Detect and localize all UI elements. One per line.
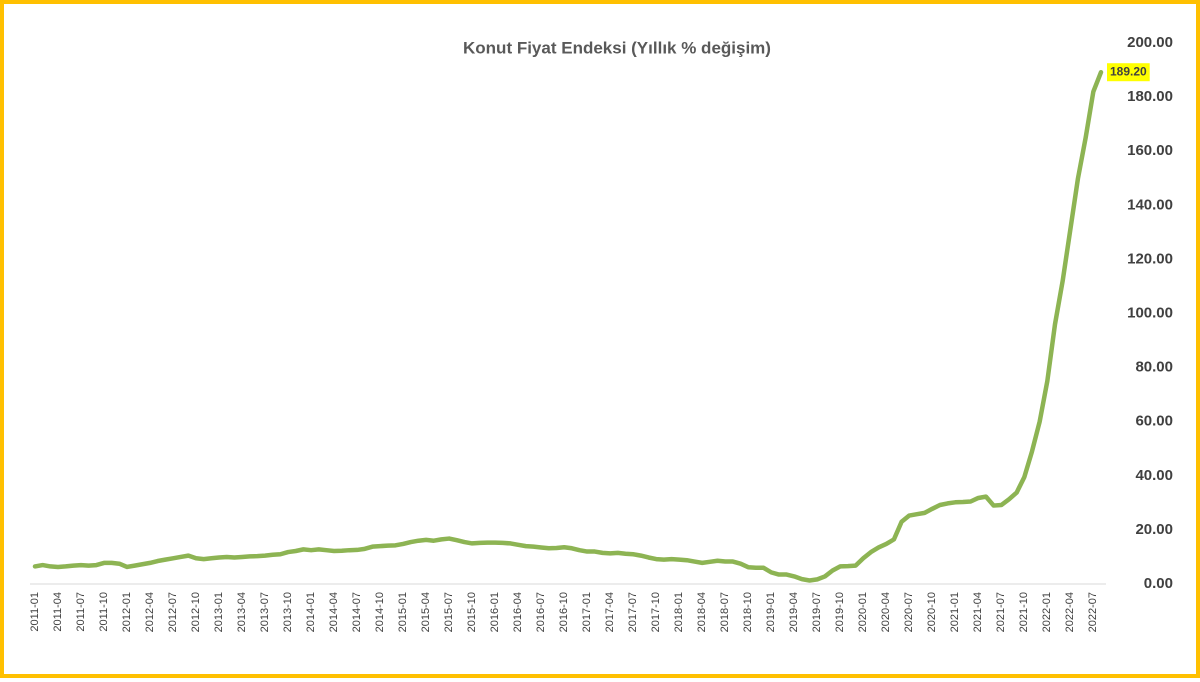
x-tick-label: 2020-01: [857, 592, 869, 632]
x-tick-label: 2016-04: [512, 592, 524, 632]
x-tick-label: 2015-04: [420, 592, 432, 632]
x-tick-label: 2019-01: [765, 592, 777, 632]
x-tick-label: 2012-10: [190, 592, 202, 632]
x-tick-label: 2018-01: [673, 592, 685, 632]
x-tick-label: 2014-07: [351, 592, 363, 632]
x-tick-label: 2021-07: [995, 592, 1007, 632]
x-tick-label: 2017-04: [604, 592, 616, 632]
y-tick-label: 140.00: [1127, 196, 1173, 213]
x-tick-label: 2017-10: [650, 592, 662, 632]
x-tick-label: 2011-01: [29, 592, 41, 632]
x-tick-label: 2022-01: [1041, 592, 1053, 632]
y-tick-label: 60.00: [1135, 413, 1173, 430]
x-tick-label: 2017-07: [627, 592, 639, 632]
y-tick-label: 80.00: [1135, 359, 1173, 376]
x-tick-label: 2019-07: [811, 592, 823, 632]
x-tick-label: 2021-10: [1018, 592, 1030, 632]
x-tick-label: 2015-10: [466, 592, 478, 632]
x-tick-label: 2021-04: [972, 592, 984, 632]
x-tick-label: 2020-07: [903, 592, 915, 632]
x-tick-label: 2017-01: [581, 592, 593, 632]
x-tick-label: 2016-01: [489, 592, 501, 632]
x-tick-label: 2012-04: [144, 592, 156, 632]
data-line: [32, 69, 1104, 583]
data-label: 189.20: [1110, 64, 1147, 78]
x-tick-label: 2013-07: [259, 592, 271, 632]
x-tick-label: 2011-07: [75, 592, 87, 632]
x-tick-label: 2015-01: [397, 592, 409, 632]
x-tick-label: 2013-10: [282, 592, 294, 632]
x-tick-label: 2022-04: [1064, 592, 1076, 632]
x-tick-label: 2019-04: [788, 592, 800, 632]
y-tick-label: 40.00: [1135, 467, 1173, 484]
x-tick-label: 2015-07: [443, 592, 455, 632]
y-tick-label: 200.00: [1127, 34, 1173, 51]
x-tick-label: 2014-01: [305, 592, 317, 632]
x-tick-label: 2012-01: [121, 592, 133, 632]
x-tick-label: 2018-07: [719, 592, 731, 632]
y-tick-label: 160.00: [1127, 142, 1173, 159]
y-tick-label: 100.00: [1127, 304, 1173, 321]
y-tick-label: 120.00: [1127, 250, 1173, 267]
x-tick-label: 2019-10: [834, 592, 846, 632]
y-tick-label: 0.00: [1144, 575, 1173, 592]
y-tick-label: 20.00: [1135, 521, 1173, 538]
x-tick-label: 2011-10: [98, 592, 110, 632]
x-tick-label: 2021-01: [949, 592, 961, 632]
x-tick-label: 2012-07: [167, 592, 179, 632]
chart-title: Konut Fiyat Endeksi (Yıllık % değişim): [463, 38, 771, 57]
x-tick-label: 2013-01: [213, 592, 225, 632]
x-tick-label: 2022-07: [1087, 592, 1099, 632]
x-tick-label: 2018-04: [696, 592, 708, 632]
y-tick-label: 180.00: [1127, 88, 1173, 105]
x-tick-label: 2014-10: [374, 592, 386, 632]
x-tick-label: 2013-04: [236, 592, 248, 632]
x-tick-label: 2020-10: [926, 592, 938, 632]
x-tick-label: 2016-10: [558, 592, 570, 632]
x-tick-label: 2014-04: [328, 592, 340, 632]
x-tick-label: 2020-04: [880, 592, 892, 632]
x-tick-label: 2011-04: [52, 592, 64, 632]
x-tick-label: 2016-07: [535, 592, 547, 632]
data-label-bg: [1107, 63, 1150, 82]
x-tick-label: 2018-10: [742, 592, 754, 632]
